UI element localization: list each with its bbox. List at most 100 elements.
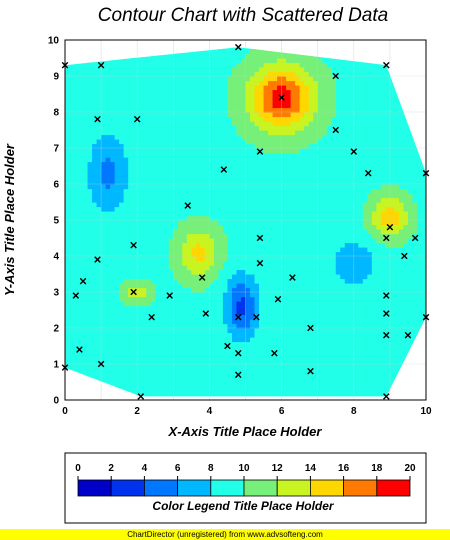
contour-cell (326, 197, 332, 203)
contour-cell (200, 220, 206, 226)
contour-cell (92, 323, 98, 329)
contour-cell (150, 67, 156, 73)
contour-cell (299, 175, 305, 181)
contour-cell (272, 301, 278, 307)
contour-cell (132, 184, 138, 190)
contour-cell (119, 278, 125, 284)
contour-cell (164, 125, 170, 131)
contour-cell (304, 229, 310, 235)
contour-cell (110, 382, 116, 388)
contour-cell (317, 314, 323, 320)
contour-cell (182, 202, 188, 208)
contour-cell (281, 152, 287, 158)
contour-cell (254, 373, 260, 379)
contour-cell (231, 314, 238, 320)
contour-cell (159, 94, 165, 100)
contour-cell (335, 251, 341, 257)
contour-cell (105, 251, 111, 257)
contour-cell (78, 125, 84, 131)
contour-cell (87, 359, 93, 365)
contour-cell (186, 188, 192, 194)
contour-cell (69, 85, 75, 91)
chart-title: Contour Chart with Scattered Data (98, 5, 388, 26)
contour-cell (277, 323, 283, 329)
contour-cell (204, 193, 210, 199)
contour-cell (250, 179, 256, 185)
contour-cell (123, 107, 129, 113)
contour-cell (313, 116, 319, 122)
contour-cell (114, 139, 120, 145)
contour-cell (313, 107, 319, 113)
contour-cell (308, 161, 314, 167)
contour-cell (344, 256, 350, 262)
contour-cell (164, 355, 170, 361)
contour-cell (96, 134, 102, 140)
contour-cell (272, 251, 278, 257)
contour-cell (110, 134, 116, 140)
contour-cell (168, 179, 174, 185)
contour-cell (245, 355, 251, 361)
contour-cell (281, 175, 287, 181)
contour-cell (96, 229, 102, 235)
contour-cell (331, 256, 337, 262)
contour-cell (150, 247, 156, 253)
contour-cell (295, 116, 301, 122)
contour-cell (114, 265, 120, 271)
contour-cell (159, 346, 165, 352)
contour-cell (295, 364, 301, 370)
contour-cell (204, 332, 210, 338)
contour-cell (245, 62, 251, 68)
contour-cell (272, 391, 278, 397)
contour-cell (164, 337, 170, 343)
contour-cell (331, 292, 337, 298)
contour-cell (227, 67, 233, 73)
contour-cell (308, 125, 314, 131)
contour-cell (204, 305, 210, 311)
contour-cell (250, 121, 256, 127)
contour-cell (245, 188, 251, 194)
contour-cell (150, 292, 156, 298)
contour-cell (128, 224, 134, 230)
contour-cell (286, 215, 292, 221)
contour-cell (191, 175, 197, 181)
contour-cell (222, 220, 229, 226)
contour-cell (340, 337, 346, 343)
contour-cell (277, 292, 283, 298)
contour-cell (317, 256, 323, 262)
contour-cell (164, 287, 170, 293)
contour-cell (218, 346, 224, 352)
contour-cell (227, 112, 233, 118)
contour-cell (231, 175, 238, 181)
contour-cell (128, 238, 134, 244)
contour-cell (65, 251, 71, 257)
contour-cell (141, 184, 147, 190)
contour-cell (195, 341, 201, 347)
contour-cell (78, 175, 84, 181)
contour-cell (74, 265, 80, 271)
contour-cell (195, 98, 201, 104)
contour-cell (182, 193, 188, 199)
contour-cell (128, 89, 134, 95)
contour-cell (78, 332, 84, 338)
contour-cell (222, 328, 229, 334)
contour-cell (168, 355, 174, 361)
contour-cell (65, 148, 71, 154)
contour-cell (137, 278, 143, 284)
contour-cell (159, 121, 165, 127)
contour-cell (277, 161, 283, 167)
contour-cell (295, 382, 301, 388)
contour-cell (204, 98, 210, 104)
contour-cell (155, 382, 161, 388)
contour-cell (74, 274, 80, 280)
contour-cell (231, 350, 238, 356)
contour-cell (150, 125, 156, 131)
contour-cell (92, 143, 98, 149)
contour-cell (137, 206, 143, 212)
contour-cell (137, 332, 143, 338)
contour-cell (245, 67, 251, 73)
contour-cell (177, 386, 183, 392)
contour-cell (195, 283, 201, 289)
contour-cell (222, 359, 229, 365)
contour-cell (290, 260, 296, 266)
contour-cell (281, 116, 287, 122)
